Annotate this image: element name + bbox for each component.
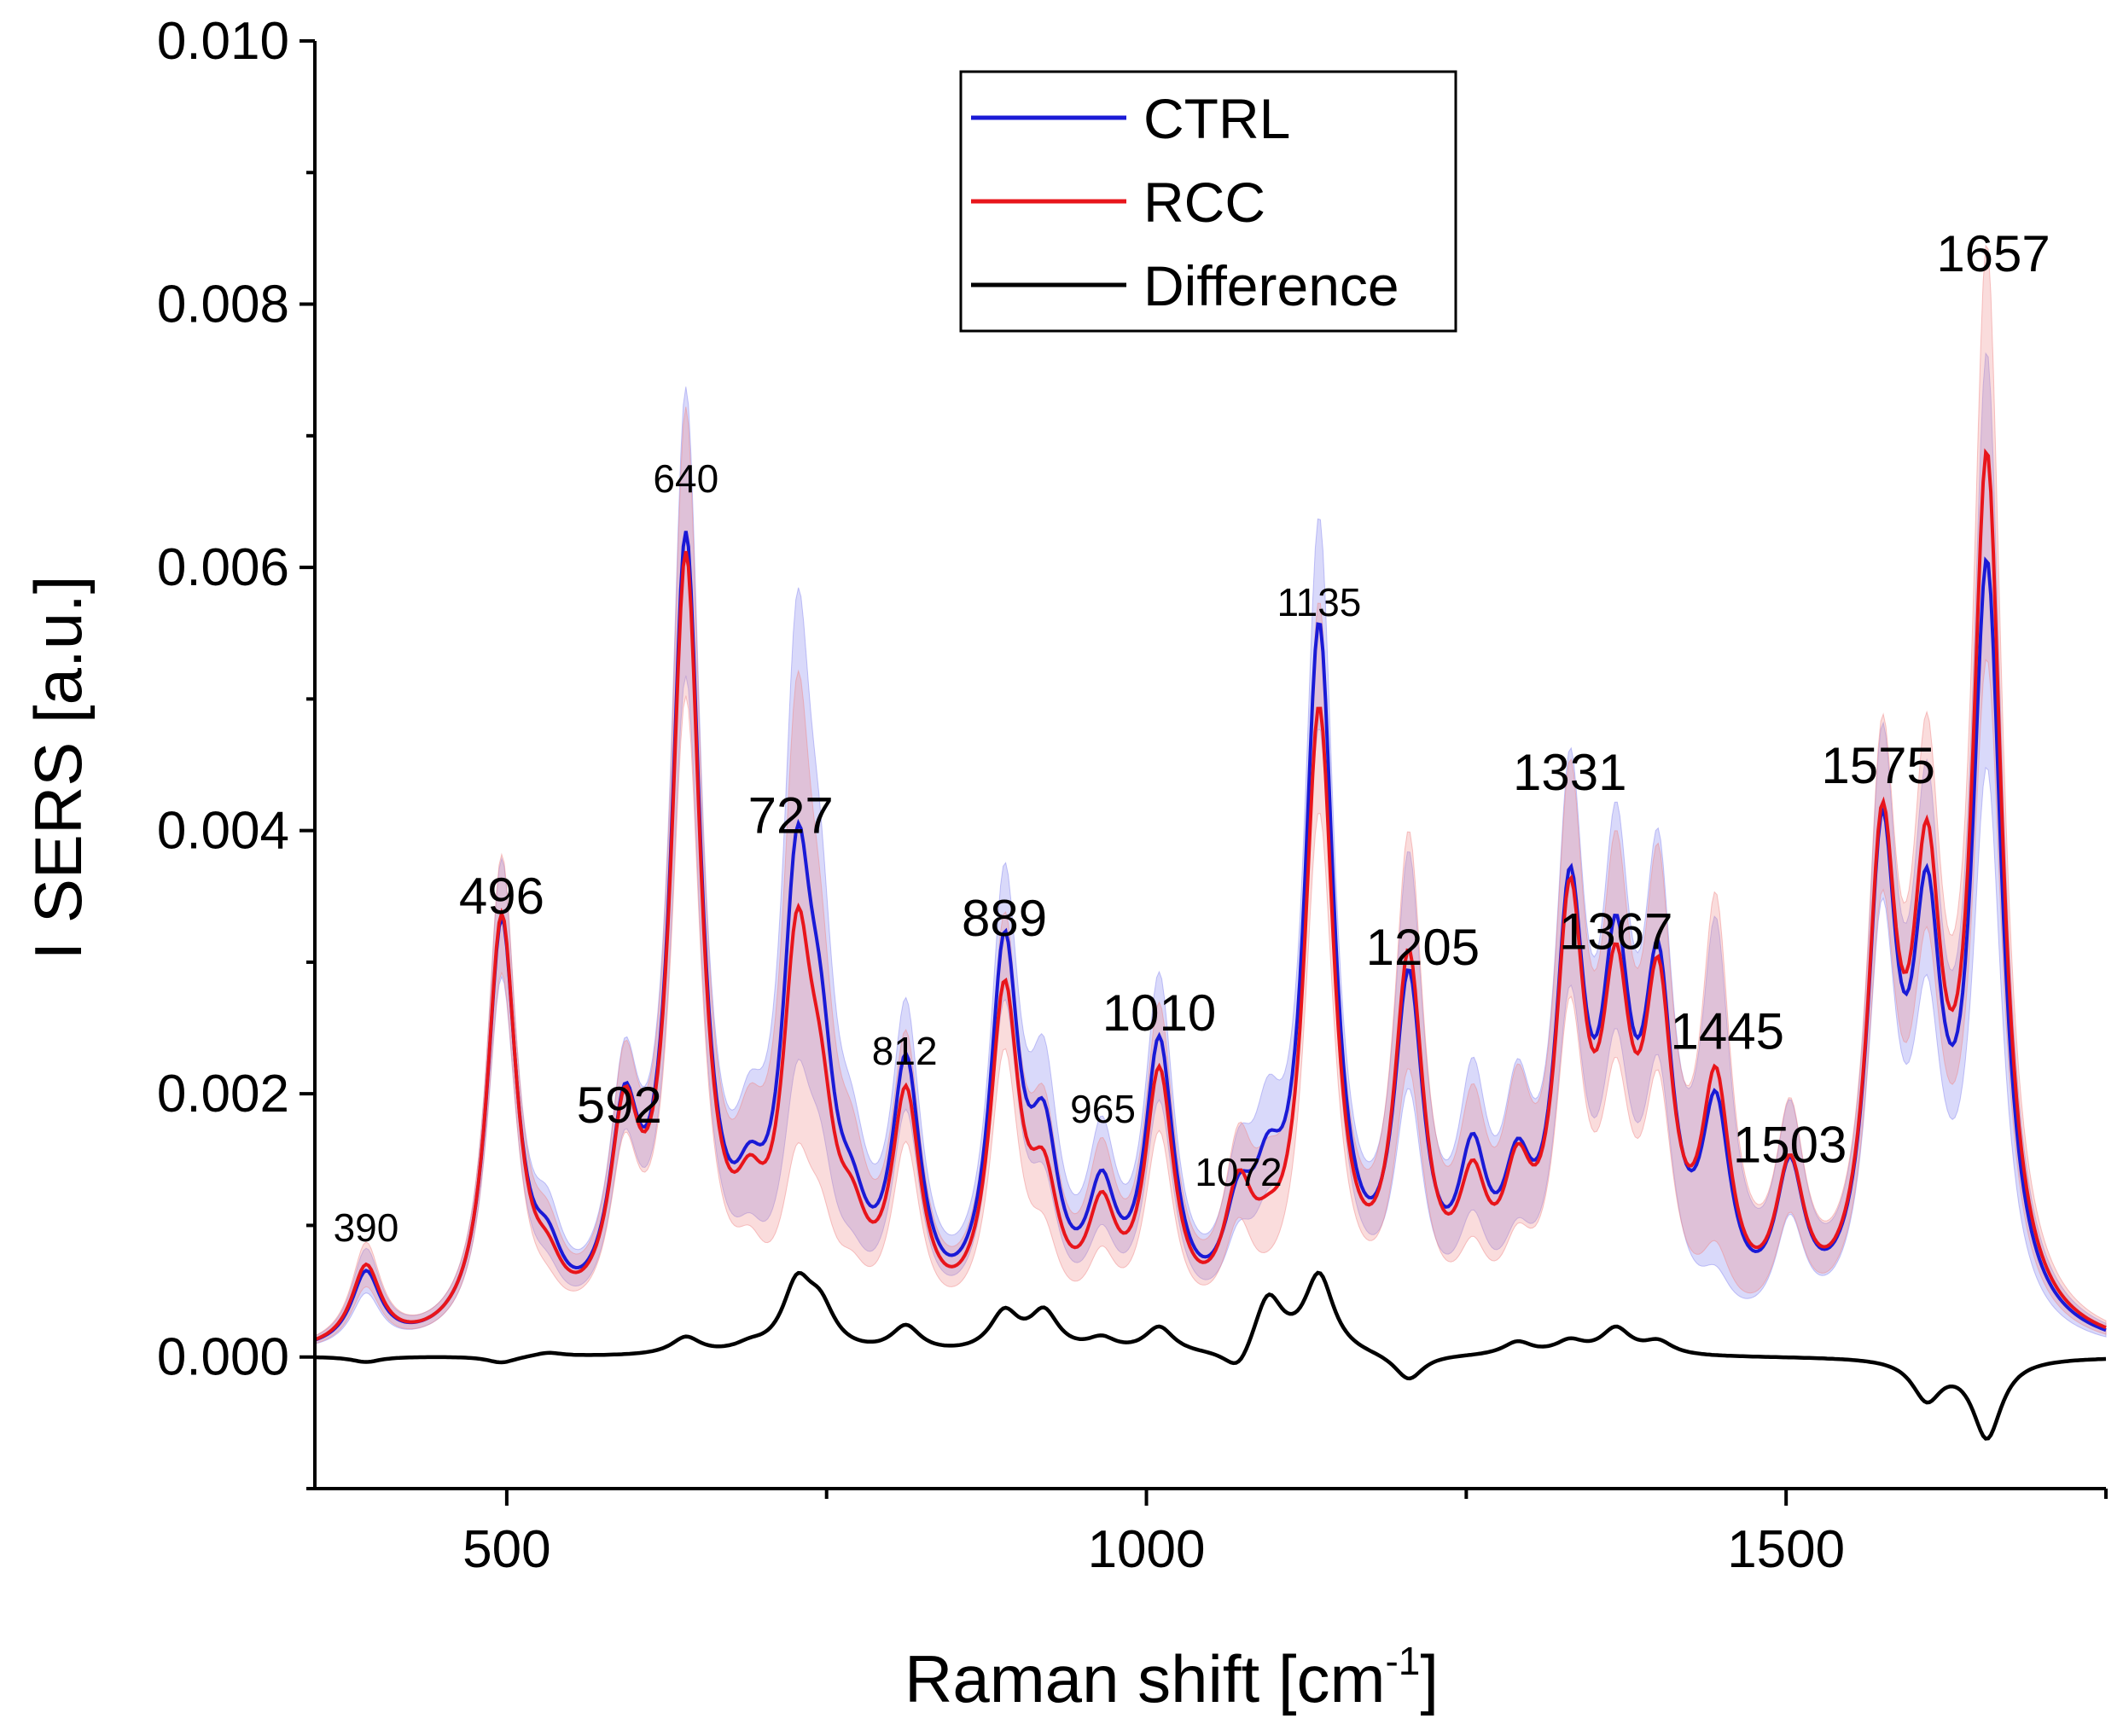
peak-label-1367: 1367: [1559, 903, 1672, 960]
y-tick-label: 0.010: [157, 12, 289, 71]
y-tick-label: 0.008: [157, 276, 289, 334]
peak-label-1331: 1331: [1513, 744, 1626, 801]
legend-label-difference: Difference: [1143, 254, 1399, 317]
series-lines: [314, 448, 2107, 1441]
peak-label-1575: 1575: [1821, 737, 1934, 794]
peak-labels: 390 496 592 640 727 812 889 965 1010 1072 1135 1205…: [334, 225, 2050, 1250]
peak-label-812: 812: [872, 1029, 938, 1073]
x-tick-label: 1500: [1727, 1520, 1845, 1579]
peak-label-1503: 1503: [1733, 1116, 1847, 1173]
axes: [313, 41, 2106, 1490]
ticks: 0.000 0.002 0.004 0.006 0.008 0.010 500 1000 150…: [157, 12, 2108, 1579]
y-tick-label: 0.000: [157, 1328, 289, 1387]
peak-label-1445: 1445: [1670, 1003, 1783, 1060]
legend-label-ctrl: CTRL: [1143, 87, 1290, 150]
peak-label-727: 727: [748, 787, 834, 845]
peak-label-889: 889: [962, 890, 1047, 947]
peak-label-1072: 1072: [1195, 1150, 1282, 1194]
error-band-ctrl: [314, 351, 2107, 1345]
peak-label-640: 640: [653, 456, 718, 501]
x-tick-label: 500: [462, 1520, 550, 1579]
peak-label-1657: 1657: [1936, 225, 2050, 282]
error-bands: [314, 244, 2107, 1345]
y-axis-title: I SERS [a.u.]: [20, 576, 96, 961]
peak-label-1010: 1010: [1102, 984, 1216, 1042]
x-axis-title-close: ]: [1420, 1641, 1439, 1716]
legend-label-rcc: RCC: [1143, 171, 1265, 234]
peak-label-592: 592: [577, 1077, 662, 1134]
y-tick-label: 0.004: [157, 802, 289, 861]
peak-label-390: 390: [334, 1205, 399, 1250]
peak-label-1135: 1135: [1277, 580, 1361, 624]
y-tick-label: 0.002: [157, 1065, 289, 1123]
series-line-rcc: [314, 448, 2107, 1342]
x-axis-title-superscript: -1: [1385, 1639, 1420, 1683]
peak-label-496: 496: [459, 868, 544, 925]
y-tick-label: 0.006: [157, 538, 289, 597]
error-band-rcc: [314, 244, 2107, 1344]
peak-label-1205: 1205: [1366, 919, 1480, 976]
peak-label-965: 965: [1070, 1087, 1136, 1131]
x-axis-title-main: Raman shift [cm: [904, 1641, 1385, 1716]
legend: CTRL RCC Difference: [959, 70, 1457, 333]
series-line-difference: [315, 1270, 2107, 1441]
x-tick-label: 1000: [1088, 1520, 1206, 1579]
x-axis-title: Raman shift [cm-1]: [904, 1639, 1439, 1716]
